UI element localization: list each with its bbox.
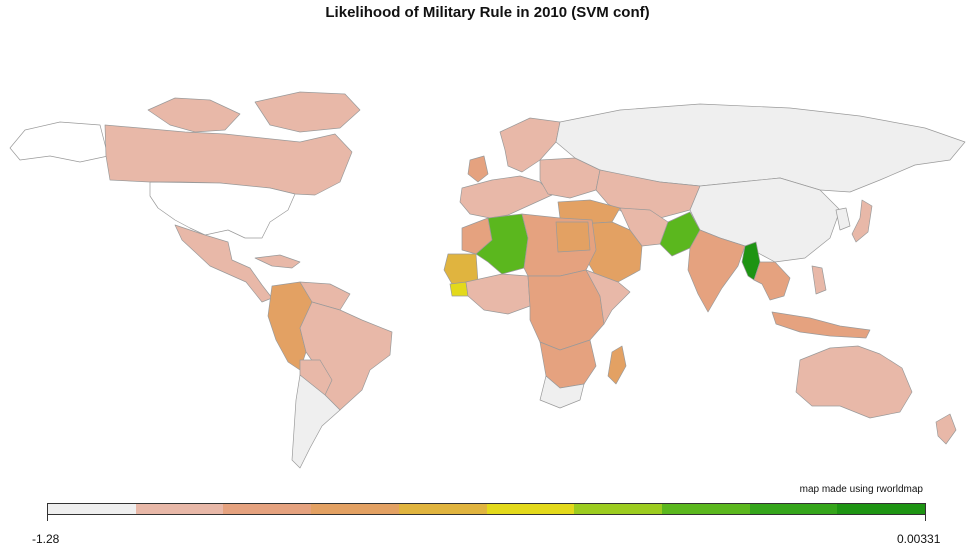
region-india [687,229,746,313]
legend-segment [574,504,662,514]
color-legend-bar [47,503,926,515]
legend-segment [223,504,312,514]
region-southern-cone [291,374,341,469]
legend-tick-max [925,514,926,521]
legend-segment [398,504,487,514]
region-madagascar [607,345,627,385]
region-caribbean [254,254,301,269]
region-arctic-islands [254,91,361,133]
region-guinea [449,281,469,297]
legend-segment [311,504,399,514]
legend-segment [48,504,136,514]
legend-segment [135,504,224,514]
region-mauritania [443,253,479,285]
legend-segment [749,504,838,514]
legend-segment [837,504,926,514]
region-indonesia [771,311,871,339]
legend-max-label: 0.00331 [897,532,941,546]
region-horn-of-africa [585,269,631,325]
map-title: Likelihood of Military Rule in 2010 (SVM… [325,4,650,21]
region-alaska [9,121,109,163]
region-mexico-central-america [174,224,273,303]
region-british-isles [467,155,489,183]
region-west-africa [465,273,531,315]
region-usa [149,181,296,239]
map-credit: map made using rworldmap [799,484,923,495]
region-korea [835,207,851,231]
region-western-europe [459,175,553,219]
legend-segment [486,504,575,514]
region-australia [795,345,913,419]
region-japan [851,199,873,243]
region-greenland-area [147,97,241,133]
region-southeast-asia [753,261,791,301]
legend-tick-min [47,514,48,521]
region-philippines [811,265,827,295]
world-choropleth-map [9,91,966,469]
legend-min-label: -1.28 [32,532,60,546]
legend-segment [661,504,750,514]
region-venezuela-guyanas [299,281,351,311]
region-new-zealand [935,413,957,445]
region-egypt [555,221,591,253]
region-south-africa [539,375,585,409]
